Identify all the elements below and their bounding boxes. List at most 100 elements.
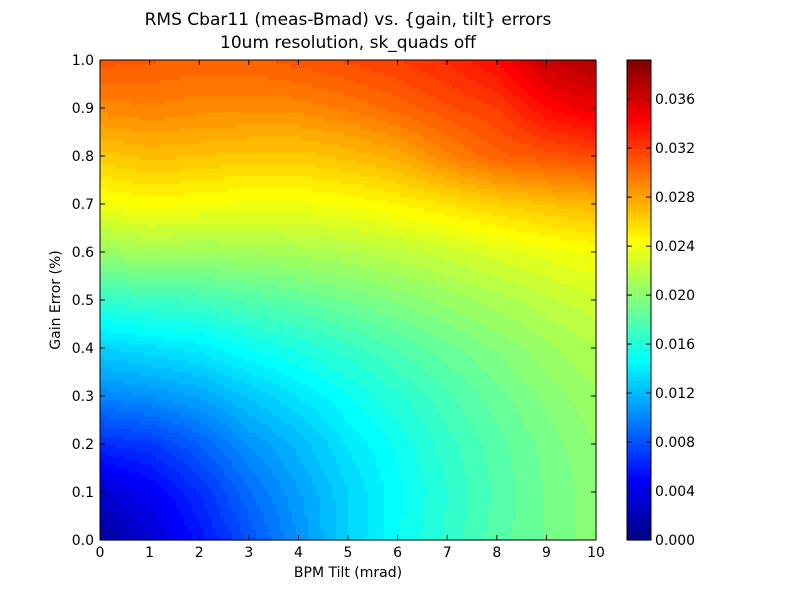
contour-cell	[112, 416, 117, 421]
contour-cell	[332, 436, 337, 441]
contour-cell	[520, 504, 525, 509]
contour-cell	[220, 496, 225, 501]
contour-cell	[252, 440, 257, 445]
contour-cell	[552, 468, 557, 473]
contour-cell	[360, 384, 365, 389]
contour-cell	[540, 408, 545, 413]
contour-cell	[476, 464, 481, 469]
contour-cell	[372, 456, 377, 461]
contour-cell	[388, 440, 393, 445]
contour-cell	[216, 480, 221, 485]
contour-cell	[408, 528, 413, 533]
contour-cell	[308, 476, 313, 481]
contour-cell	[412, 392, 417, 397]
contour-cell	[132, 536, 137, 541]
contour-cell	[324, 524, 329, 529]
contour-cell	[160, 516, 165, 521]
contour-cell	[500, 452, 505, 457]
contour-cell	[392, 528, 397, 533]
contour-cell	[108, 496, 113, 501]
contour-cell	[384, 532, 389, 537]
contour-cell	[548, 452, 553, 457]
contour-cell	[124, 424, 129, 429]
contour-cell	[292, 424, 297, 429]
contour-cell	[484, 504, 489, 509]
contour-cell	[200, 484, 205, 489]
contour-cell	[228, 520, 233, 525]
contour-cell	[212, 424, 217, 429]
contour-cell	[364, 396, 369, 401]
contour-cell	[144, 408, 149, 413]
contour-cell	[300, 528, 305, 533]
contour-cell	[548, 488, 553, 493]
contour-cell	[100, 412, 105, 417]
contour-cell	[412, 396, 417, 401]
contour-cell	[400, 472, 405, 477]
contour-cell	[196, 460, 201, 465]
contour-cell	[200, 384, 205, 389]
contour-cell	[112, 528, 117, 533]
contour-cell	[472, 536, 477, 541]
contour-cell	[376, 428, 381, 433]
contour-cell	[588, 536, 593, 541]
contour-cell	[116, 504, 121, 509]
contour-cell	[388, 384, 393, 389]
contour-cell	[240, 404, 245, 409]
contour-cell	[384, 440, 389, 445]
contour-cell	[376, 452, 381, 457]
contour-cell	[520, 440, 525, 445]
contour-cell	[108, 516, 113, 521]
contour-cell	[356, 400, 361, 405]
contour-cell	[360, 480, 365, 485]
contour-cell	[220, 392, 225, 397]
contour-cell	[260, 448, 265, 453]
contour-cell	[544, 444, 549, 449]
contour-cell	[468, 384, 473, 389]
contour-cell	[288, 400, 293, 405]
contour-cell	[528, 492, 533, 497]
contour-cell	[532, 520, 537, 525]
contour-cell	[480, 520, 485, 525]
contour-cell	[348, 464, 353, 469]
contour-cell	[196, 516, 201, 521]
contour-cell	[168, 512, 173, 517]
contour-cell	[176, 520, 181, 525]
contour-cell	[200, 500, 205, 505]
contour-cell	[252, 532, 257, 537]
contour-cell	[220, 388, 225, 393]
contour-cell	[236, 516, 241, 521]
contour-cell	[244, 444, 249, 449]
contour-cell	[112, 508, 117, 513]
contour-cell	[476, 468, 481, 473]
contour-cell	[368, 384, 373, 389]
contour-cell	[232, 412, 237, 417]
contour-cell	[560, 412, 565, 417]
contour-cell	[540, 476, 545, 481]
contour-cell	[432, 412, 437, 417]
contour-cell	[508, 392, 513, 397]
contour-cell	[416, 456, 421, 461]
contour-cell	[160, 520, 165, 525]
contour-cell	[148, 536, 153, 541]
contour-cell	[108, 424, 113, 429]
contour-cell	[212, 488, 217, 493]
contour-cell	[560, 512, 565, 517]
contour-cell	[436, 480, 441, 485]
contour-cell	[220, 520, 225, 525]
contour-cell	[328, 460, 333, 465]
contour-cell	[568, 480, 573, 485]
contour-cell	[492, 504, 497, 509]
contour-cell	[588, 392, 593, 397]
contour-cell	[368, 404, 373, 409]
contour-cell	[236, 468, 241, 473]
contour-cell	[528, 496, 533, 501]
contour-cell	[488, 492, 493, 497]
contour-cell	[160, 512, 165, 517]
contour-cell	[564, 480, 569, 485]
contour-cell	[256, 484, 261, 489]
contour-cell	[556, 404, 561, 409]
contour-cell	[424, 412, 429, 417]
contour-cell	[576, 460, 581, 465]
contour-cell	[372, 488, 377, 493]
contour-cell	[188, 508, 193, 513]
